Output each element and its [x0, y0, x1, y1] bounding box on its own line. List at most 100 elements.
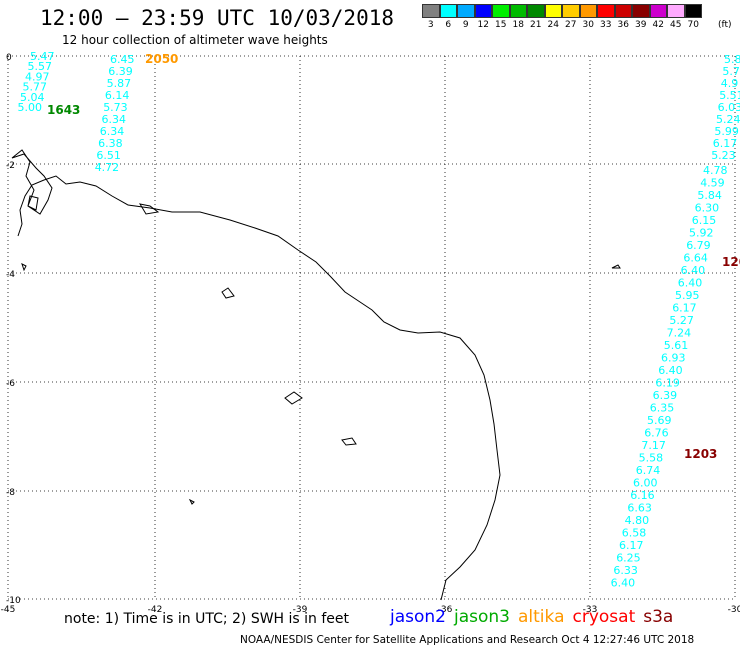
wave-height-value: 5.51 — [719, 89, 740, 102]
legend-label: 6 — [445, 20, 452, 30]
legend-swatch — [562, 4, 580, 18]
wave-height-value: 6.16 — [630, 489, 655, 502]
legend-label: 45 — [670, 20, 682, 30]
legend-swatch — [492, 4, 510, 18]
wave-height-value: 5.99 — [714, 125, 739, 138]
wave-height-value: 6.39 — [653, 389, 678, 402]
legend-swatch — [422, 4, 440, 18]
time-label: 2050 — [145, 52, 178, 66]
legend-swatch — [614, 4, 632, 18]
legend-swatch — [509, 4, 527, 18]
satellite-name: jason3 — [454, 607, 510, 627]
wave-height-value: 6.15 — [692, 214, 717, 227]
wave-height-value: 5.57 — [28, 60, 53, 73]
island — [21, 263, 27, 272]
wave-height-value: 5.00 — [18, 101, 43, 114]
wave-height-value: 6.03 — [718, 101, 740, 114]
satellite-name: altika — [518, 607, 565, 627]
legend-label: 42 — [652, 20, 664, 30]
y-tick-label: -4 — [6, 270, 15, 280]
x-tick-label: -30 — [728, 605, 740, 615]
satellite-name: jason2 — [390, 607, 446, 627]
wave-height-value: 4.72 — [95, 161, 120, 174]
wave-height-value: 6.38 — [98, 137, 123, 150]
wave-height-value: 6.17 — [672, 302, 697, 315]
satellite-name: cryosat — [572, 607, 636, 627]
legend-swatch — [439, 4, 457, 18]
x-tick-label: -45 — [1, 605, 16, 615]
island — [221, 287, 235, 299]
legend-label: 24 — [547, 20, 559, 30]
wave-height-value: 5.95 — [675, 289, 700, 302]
legend-swatch — [579, 4, 597, 18]
y-tick-label: -2 — [6, 161, 15, 171]
wave-height-value: 6.19 — [655, 377, 680, 390]
color-legend — [422, 4, 702, 18]
wave-height-value: 6.34 — [100, 125, 125, 138]
island — [341, 437, 357, 446]
legend-swatch — [527, 4, 545, 18]
wave-height-value: 7.17 — [641, 439, 666, 452]
y-tick-label: -8 — [6, 488, 15, 498]
satellite-legend: jason2 jason3 altika cryosat s3a — [390, 607, 681, 627]
wave-height-value: 5.73 — [103, 101, 128, 114]
y-tick-label: 0 — [6, 53, 12, 63]
legend-label: 3 — [427, 20, 434, 30]
legend-unit: (ft) — [718, 20, 732, 30]
wave-height-value: 6.74 — [636, 464, 661, 477]
island-left-cluster — [11, 149, 53, 215]
page-title: 12:00 – 23:59 UTC 10/03/2018 — [40, 6, 395, 30]
wave-height-value: 6.40 — [678, 277, 703, 290]
wave-height-value: 5.24 — [716, 113, 740, 126]
legend-swatch — [649, 4, 667, 18]
wave-height-value: 6.14 — [105, 89, 129, 102]
wave-height-value: 6.34 — [102, 113, 127, 126]
wave-height-value: 4.59 — [700, 177, 725, 190]
wave-height-value: 5.69 — [647, 414, 672, 427]
credit-line: NOAA/NESDIS Center for Satellite Applica… — [240, 634, 695, 646]
legend-label: 30 — [582, 20, 594, 30]
y-tick-label: -6 — [6, 379, 15, 389]
wave-height-value: 4.97 — [25, 70, 50, 83]
wave-height-value: 6.17 — [713, 137, 738, 150]
island — [284, 391, 303, 405]
wave-height-value: 6.76 — [644, 427, 669, 440]
legend-label: 33 — [600, 20, 612, 30]
wave-height-value: 6.25 — [616, 552, 641, 565]
y-tick-label: -10 — [6, 596, 21, 606]
wave-height-value: 6.63 — [627, 502, 652, 515]
coastline-path — [17, 175, 501, 601]
map-grid — [7, 55, 736, 600]
x-tick-label: -42 — [148, 605, 163, 615]
legend-swatch — [544, 4, 562, 18]
wave-height-value: 6.40 — [658, 364, 683, 377]
wave-height-value: 5.58 — [639, 452, 664, 465]
legend-swatch — [457, 4, 475, 18]
wave-height-value: 5.84 — [697, 189, 722, 202]
wave-height-value: 4.80 — [625, 514, 650, 527]
wave-height-value: 5.77 — [23, 81, 48, 94]
legend-label: 21 — [530, 20, 542, 30]
legend-label: 15 — [495, 20, 507, 30]
time-label: 120 — [722, 255, 740, 269]
wave-height-value: 6.00 — [633, 477, 658, 490]
x-tick-label: -36 — [438, 605, 453, 615]
wave-height-value: 6.64 — [683, 252, 708, 265]
wave-height-value: 5.27 — [669, 314, 694, 327]
coastline — [11, 149, 621, 601]
wave-height-value: 5.7 — [722, 65, 740, 78]
wave-height-value: 6.17 — [619, 539, 644, 552]
wave-height-value: 4.9 — [721, 77, 739, 90]
wave-height-value: 5.87 — [107, 77, 132, 90]
legend-swatch — [597, 4, 615, 18]
satellite-name: s3a — [643, 607, 674, 627]
wave-height-value: 5.23 — [711, 149, 736, 162]
x-tick-label: -33 — [583, 605, 598, 615]
legend-label: 27 — [565, 20, 577, 30]
wave-height-value: 5.47 — [30, 50, 55, 63]
wave-height-value: 5.61 — [664, 339, 689, 352]
legend-label: 70 — [687, 20, 699, 30]
note-text: note: 1) Time is in UTC; 2) SWH is in fe… — [64, 611, 350, 627]
wave-height-value: 5.04 — [20, 91, 45, 104]
